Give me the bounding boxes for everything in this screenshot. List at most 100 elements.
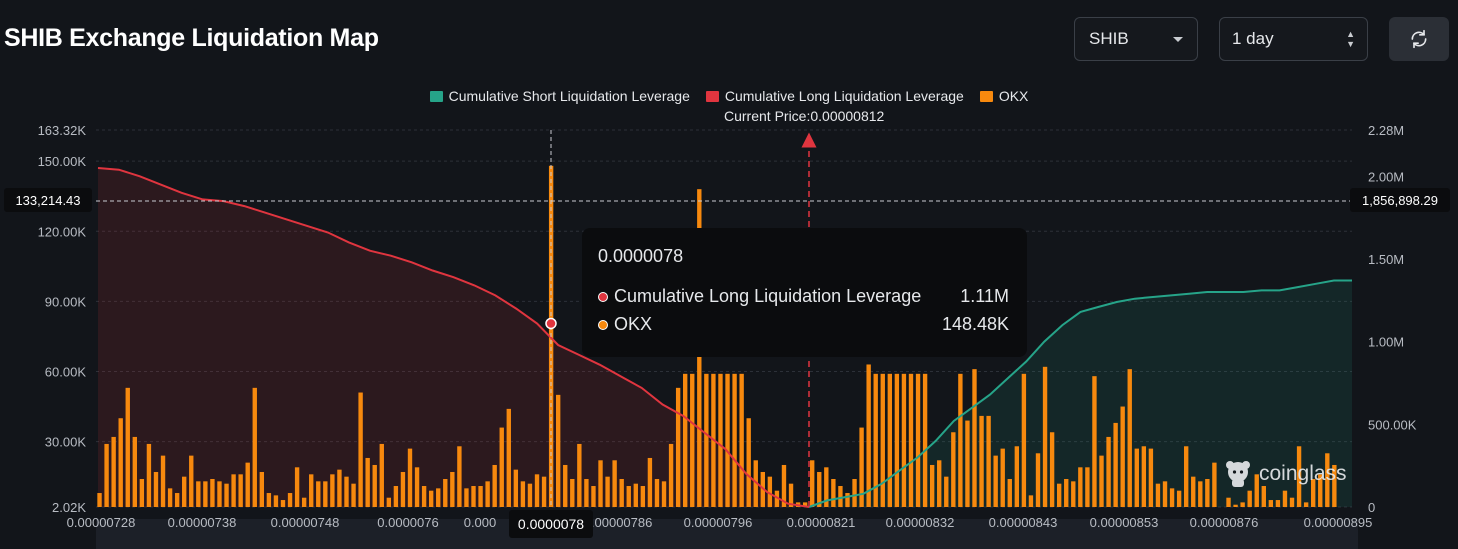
okx-bar [1233,504,1238,507]
x-tick-label: 0.00000738 [168,515,237,530]
okx-bar [908,373,914,507]
tooltip-row-okx: OKX 148.48K [598,314,1009,335]
crosshair-right-value: 1,856,898.29 [1362,193,1438,208]
y-axis-right: 2.28M 2.00M 1.50M 1.00M 500.00K 0 [1368,123,1417,515]
okx-bar [958,373,963,507]
okx-bar [1028,495,1034,507]
time-range-select[interactable]: 1 day ▲ ▼ [1219,17,1368,61]
okx-bar [1240,502,1245,507]
okx-bar [316,481,321,507]
legend-label-short: Cumulative Short Liquidation Leverage [448,88,690,104]
tooltip-row-long: Cumulative Long Liquidation Leverage 1.1… [598,286,1009,307]
x-tick-label: 0.00000821 [787,515,856,530]
crosshair-left-value: 133,214.43 [15,193,80,208]
okx-bar [1035,453,1041,507]
okx-bar [915,373,921,507]
okx-bar [880,373,885,507]
legend-label-okx: OKX [998,88,1029,104]
tooltip-value-okx: 148.48K [941,314,1009,334]
okx-bar [824,467,829,507]
tooltip-title: 0.0000078 [598,246,684,266]
okx-bar [351,483,356,507]
symbol-select[interactable]: SHIB [1074,17,1198,61]
y-right-tick-label: 1.00M [1368,335,1404,350]
okx-bar [774,490,780,507]
crosshair-labels: 133,214.43 1,856,898.29 0.0000078 [4,188,1450,538]
okx-bar [189,455,194,507]
okx-bar [146,443,152,507]
okx-bar [894,373,900,507]
okx-bar [1148,448,1154,507]
x-tick-label: 0.000 [464,515,497,530]
okx-bar [887,373,893,507]
okx-bar [153,471,159,507]
okx-bar [224,483,229,507]
okx-bar [929,464,935,507]
okx-bar [633,483,638,507]
okx-bar [555,394,561,507]
symbol-select-value: SHIB [1089,29,1129,48]
okx-bar [739,373,744,507]
okx-bar [802,502,808,507]
okx-bar [640,486,646,507]
okx-bar [1247,490,1252,507]
okx-bar [901,373,907,507]
x-tick-label: 0.00000796 [684,515,753,530]
legend-item-short[interactable]: Cumulative Short Liquidation Leverage [429,88,690,104]
okx-bar [436,488,441,507]
legend-item-long[interactable]: Cumulative Long Liquidation Leverage [705,88,964,104]
okx-bar [683,373,688,507]
okx-bar [1056,483,1062,507]
okx-bar [1141,446,1147,507]
okx-bar [182,476,187,507]
okx-bar [1071,481,1076,507]
okx-bar [725,373,730,507]
crosshair-point [545,317,557,330]
x-tick-label: 0.00000843 [989,515,1058,530]
okx-bar [259,471,265,507]
okx-bar [570,478,575,507]
okx-bar [1282,490,1288,507]
okx-bar [344,476,349,507]
okx-bar [831,478,836,507]
chevron-down-icon [1173,36,1183,42]
y-left-tick-label: 60.00K [45,364,87,379]
okx-bar [965,420,970,507]
legend-item-okx[interactable]: OKX [979,88,1029,104]
okx-bar [160,455,166,507]
refresh-icon [1411,29,1427,49]
okx-bar [563,464,568,507]
okx-bar [139,478,145,507]
okx-bar [520,481,526,507]
okx-bar [944,476,949,507]
okx-bar [294,467,300,507]
okx-bar [358,392,363,507]
legend-swatch-okx [979,90,993,102]
okx-bar [1311,478,1316,507]
okx-bar [845,493,850,507]
okx-bar [1212,462,1217,507]
okx-bar [485,481,490,507]
okx-bar [647,457,653,507]
refresh-button[interactable] [1389,17,1449,61]
short-line [808,279,1352,508]
okx-bar [661,481,667,507]
okx-bar [245,462,250,507]
watermark-text: coinglass [1259,462,1347,485]
okx-bar [922,373,928,507]
okx-bar [379,443,384,507]
okx-bar [196,481,201,507]
legend-swatch-short [429,90,443,102]
chart-legend: Cumulative Short Liquidation Leverage Cu… [0,88,1458,104]
okx-bar [1134,448,1139,507]
okx-bar [330,474,335,507]
x-axis-band [96,519,1358,549]
okx-bar [584,478,589,507]
okx-bar [400,471,406,507]
okx-bar [414,467,420,507]
current-price-label: Current Price:0.00000812 [724,108,885,124]
okx-bar [817,471,822,507]
okx-bar [1127,369,1132,507]
y-right-tick-label: 2.28M [1368,123,1404,138]
